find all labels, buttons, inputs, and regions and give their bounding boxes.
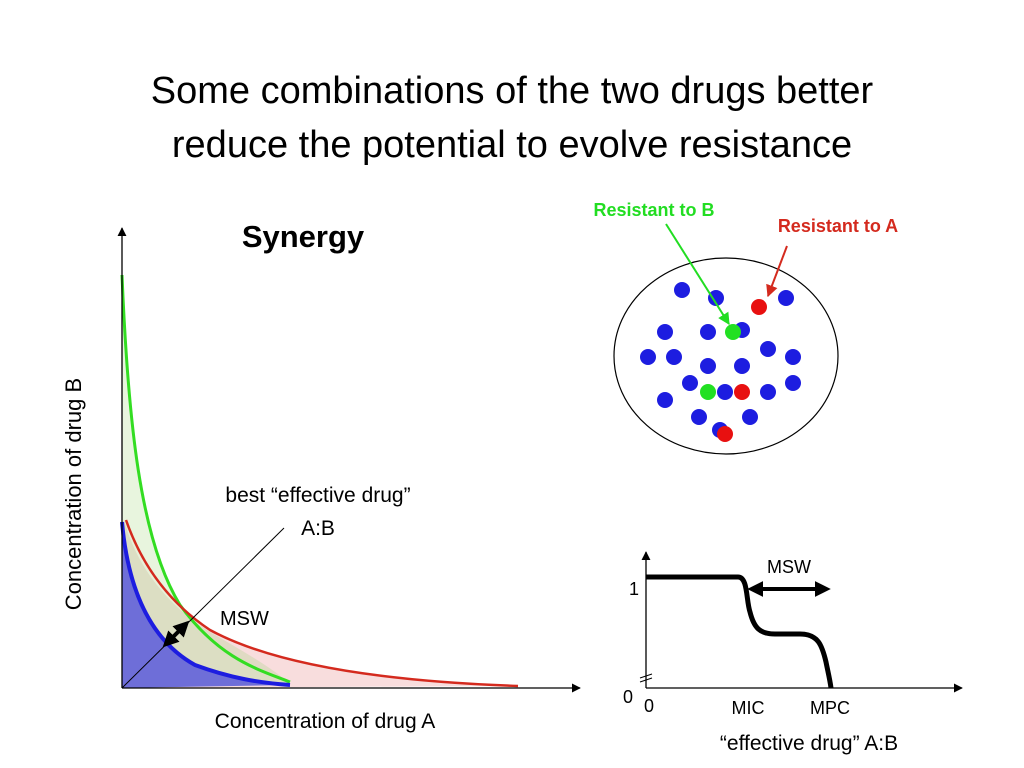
susceptible-cell xyxy=(760,384,776,400)
susceptible-cell xyxy=(760,341,776,357)
resistant-a-cell xyxy=(751,299,767,315)
susceptible-cell xyxy=(708,290,724,306)
susceptible-cell xyxy=(700,324,716,340)
resistant-b-pointer xyxy=(665,223,730,326)
inset-x-axis-label: “effective drug” A:B xyxy=(720,732,898,755)
susceptible-cell xyxy=(666,349,682,365)
msw-label-inset: MSW xyxy=(767,557,811,577)
diagonal-label-line-2: A:B xyxy=(301,517,335,540)
resistant-a-pointer xyxy=(766,245,788,298)
susceptible-cell xyxy=(734,358,750,374)
susceptible-cell xyxy=(778,290,794,306)
title-line-1: Some combinations of the two drugs bette… xyxy=(150,70,874,112)
title-line-2: reduce the potential to evolve resistanc… xyxy=(171,124,853,166)
susceptible-cell xyxy=(742,409,758,425)
susceptible-cell xyxy=(657,324,673,340)
synergy-plot: Synergy best “effective drug” A:B MSW Co… xyxy=(61,219,581,733)
x-tick-mpc: MPC xyxy=(810,698,850,718)
susceptible-cell xyxy=(700,358,716,374)
msw-label-main: MSW xyxy=(220,608,269,630)
kill-curve-plot: MSW 1 0 0 MIC MPC “effective drug” A:B xyxy=(623,551,963,755)
susceptible-cell xyxy=(691,409,707,425)
susceptible-cell xyxy=(785,349,801,365)
susceptible-cell xyxy=(657,392,673,408)
y-tick-0: 0 xyxy=(623,687,633,707)
resistant-a-cell xyxy=(734,384,750,400)
resistant-b-cell xyxy=(700,384,716,400)
slide-title: Some combinations of the two drugs bette… xyxy=(0,64,1024,172)
x-tick-0: 0 xyxy=(644,696,654,716)
diagonal-label-line-1: best “effective drug” xyxy=(225,484,410,507)
green-curve xyxy=(120,274,291,684)
green-region xyxy=(122,275,290,688)
y-axis-label: Concentration of drug B xyxy=(61,378,86,610)
susceptible-cell xyxy=(717,384,733,400)
msw-arrow-main xyxy=(162,620,190,648)
resistant-b-label: Resistant to B xyxy=(593,200,714,220)
susceptible-cell xyxy=(674,282,690,298)
axis-break-mark xyxy=(639,677,653,683)
red-curve xyxy=(124,519,519,688)
effective-drug-diagonal xyxy=(121,527,285,689)
blue-curve xyxy=(120,521,291,687)
susceptible-cell xyxy=(785,375,801,391)
y-tick-1: 1 xyxy=(629,579,639,599)
susceptible-cell xyxy=(640,349,656,365)
x-axis-label: Concentration of drug A xyxy=(215,710,436,733)
synergy-heading: Synergy xyxy=(242,219,365,254)
resistant-b-cell xyxy=(725,324,741,340)
x-tick-mic: MIC xyxy=(732,698,765,718)
axis-break-mark xyxy=(639,673,653,679)
resistant-a-label: Resistant to A xyxy=(778,216,898,236)
susceptible-cell xyxy=(682,375,698,391)
bacterial-population: Resistant to B Resistant to A xyxy=(593,200,898,455)
resistant-a-cell xyxy=(717,426,733,442)
survival-curve xyxy=(646,574,834,689)
